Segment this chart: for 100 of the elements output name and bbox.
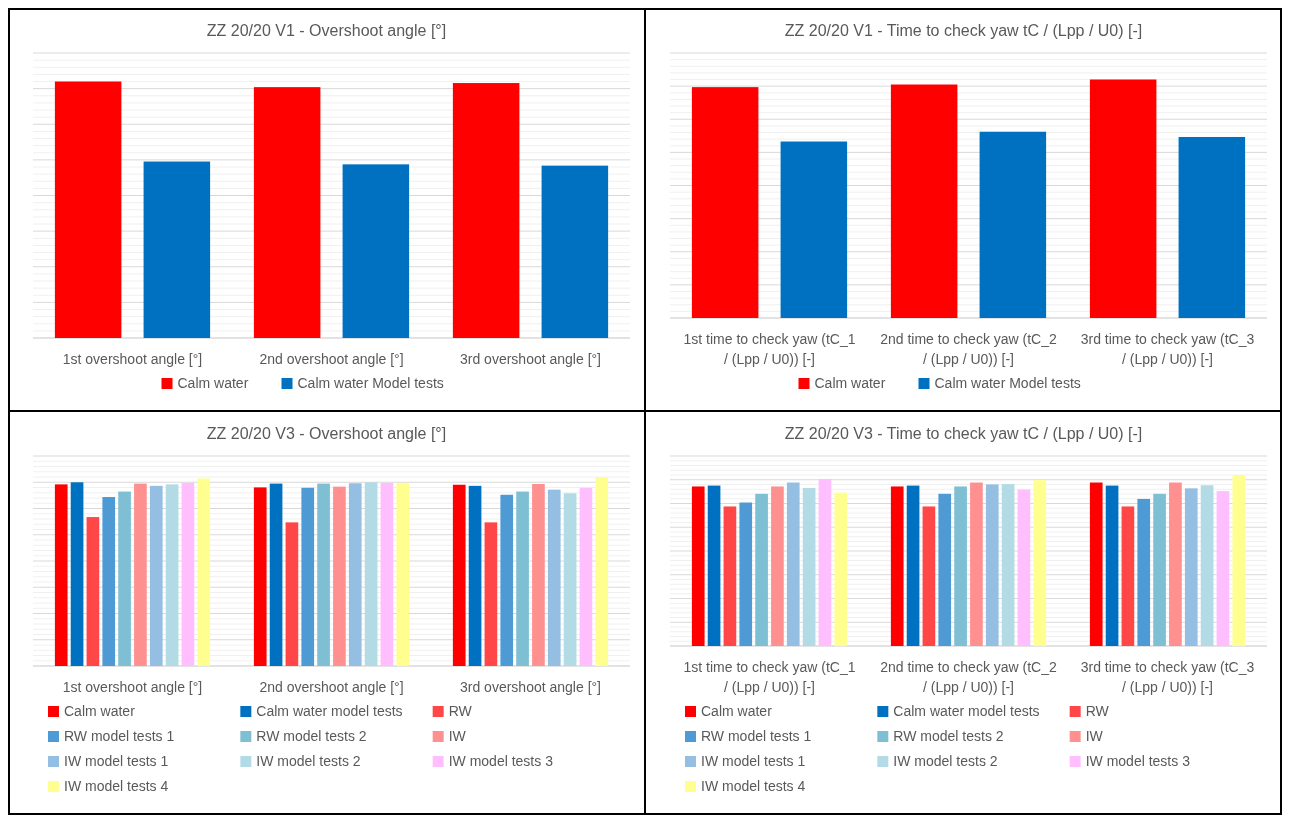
bar	[1001, 484, 1015, 646]
x-tick-label: 2nd overshoot angle [°]	[259, 351, 404, 367]
bar	[1017, 489, 1031, 646]
legend-label: RW model tests 1	[701, 728, 812, 744]
bar	[118, 491, 131, 666]
bar	[54, 484, 68, 666]
bar	[1089, 79, 1157, 318]
bar	[595, 477, 609, 666]
bar	[771, 486, 784, 646]
x-tick-label: 3rd overshoot angle [°]	[459, 351, 602, 367]
chart-title: ZZ 20/20 V3 - Time to check yaw tC / (Lpp / U0) [-]	[784, 425, 1143, 442]
bar	[938, 493, 952, 646]
bar	[532, 483, 545, 666]
bar	[143, 161, 211, 338]
chart-title: ZZ 20/20 V1 - Overshoot angle [°]	[206, 22, 447, 39]
legend-label: IW model tests 2	[893, 753, 998, 769]
legend-label: IW model tests 3	[1085, 753, 1191, 769]
legend-label: Calm water Model tests	[297, 375, 444, 391]
bar	[452, 83, 520, 338]
bar	[834, 492, 848, 646]
bar	[380, 482, 394, 666]
bar	[739, 502, 753, 646]
legend-label: IW model tests 4	[64, 778, 169, 794]
bar	[253, 87, 321, 338]
bar	[165, 484, 179, 666]
legend-label: IW model tests 1	[701, 753, 806, 769]
legend-label: IW	[1085, 728, 1104, 744]
legend-label: Calm water	[701, 703, 773, 719]
bar	[890, 486, 904, 646]
bar	[985, 484, 999, 646]
bar	[70, 482, 84, 666]
bar	[364, 482, 378, 666]
bar	[1153, 493, 1166, 646]
x-tick-label: 3rd overshoot angle [°]	[459, 679, 602, 695]
x-tick-label: 2nd time to check yaw (tC_2 / (Lpp / U0)) [-]	[880, 659, 1058, 695]
bar	[500, 494, 514, 666]
bar	[1169, 482, 1182, 646]
bar	[1216, 491, 1230, 646]
bar	[1232, 475, 1246, 646]
x-tick-label: 2nd time to check yaw (tC_2 / (Lpp / U0)) [-]	[880, 331, 1058, 367]
bar	[301, 487, 315, 666]
legend-label: IW model tests 4	[701, 778, 806, 794]
legend-label: Calm water	[177, 375, 249, 391]
bar	[348, 483, 362, 666]
bar	[786, 482, 800, 646]
x-tick-label: 1st overshoot angle [°]	[62, 351, 203, 367]
bar	[691, 486, 705, 646]
bar	[452, 484, 466, 666]
bar	[723, 506, 737, 646]
bar	[54, 81, 122, 338]
bar	[547, 489, 561, 666]
bar	[707, 485, 721, 646]
legend-label: Calm water Model tests	[934, 375, 1081, 391]
legend-label: IW model tests 3	[448, 753, 554, 769]
legend-label: Calm water model tests	[893, 703, 1040, 719]
bar	[197, 478, 211, 666]
x-tick-label: 1st time to check yaw (tC_1 / (Lpp / U0)) [-]	[683, 659, 856, 695]
bar	[579, 487, 593, 666]
bar	[102, 497, 116, 666]
bar	[1105, 485, 1119, 646]
bar	[484, 522, 498, 666]
x-tick-label: 2nd overshoot angle [°]	[259, 679, 404, 695]
bar	[181, 482, 195, 666]
chart-title: ZZ 20/20 V3 - Overshoot angle [°]	[206, 425, 447, 442]
legend-label: Calm water model tests	[256, 703, 403, 719]
bar	[780, 141, 848, 318]
bar	[1184, 488, 1198, 646]
legend-label: RW model tests 2	[256, 728, 367, 744]
legend-label: Calm water	[64, 703, 136, 719]
bar	[1200, 485, 1214, 646]
bar	[285, 522, 299, 666]
bar	[333, 486, 346, 666]
legend-label: IW model tests 2	[256, 753, 361, 769]
chart-title: ZZ 20/20 V1 - Time to check yaw tC / (Lpp / U0) [-]	[784, 22, 1143, 39]
bar	[1178, 136, 1246, 318]
x-tick-label: 3rd time to check yaw (tC_3 / (Lpp / U0)) [-]	[1080, 659, 1255, 695]
bar	[468, 485, 482, 666]
bar	[691, 87, 759, 318]
bar	[541, 165, 609, 338]
bar	[970, 482, 983, 646]
bar	[317, 483, 330, 666]
bar	[1033, 480, 1047, 646]
bar	[954, 486, 967, 646]
bar	[922, 506, 936, 646]
bar	[86, 517, 100, 666]
bar	[802, 488, 816, 646]
x-tick-label: 1st overshoot angle [°]	[62, 679, 203, 695]
bar	[516, 491, 529, 666]
legend-label: RW	[1085, 703, 1110, 719]
bar	[269, 483, 283, 666]
bar	[342, 164, 410, 338]
legend-label: RW	[448, 703, 473, 719]
bar	[134, 483, 147, 666]
legend-label: RW model tests 2	[893, 728, 1004, 744]
bar	[1089, 482, 1103, 646]
bar	[890, 84, 958, 318]
bar	[563, 493, 577, 666]
bar	[755, 493, 768, 646]
bar	[149, 485, 163, 666]
bar	[979, 131, 1047, 318]
